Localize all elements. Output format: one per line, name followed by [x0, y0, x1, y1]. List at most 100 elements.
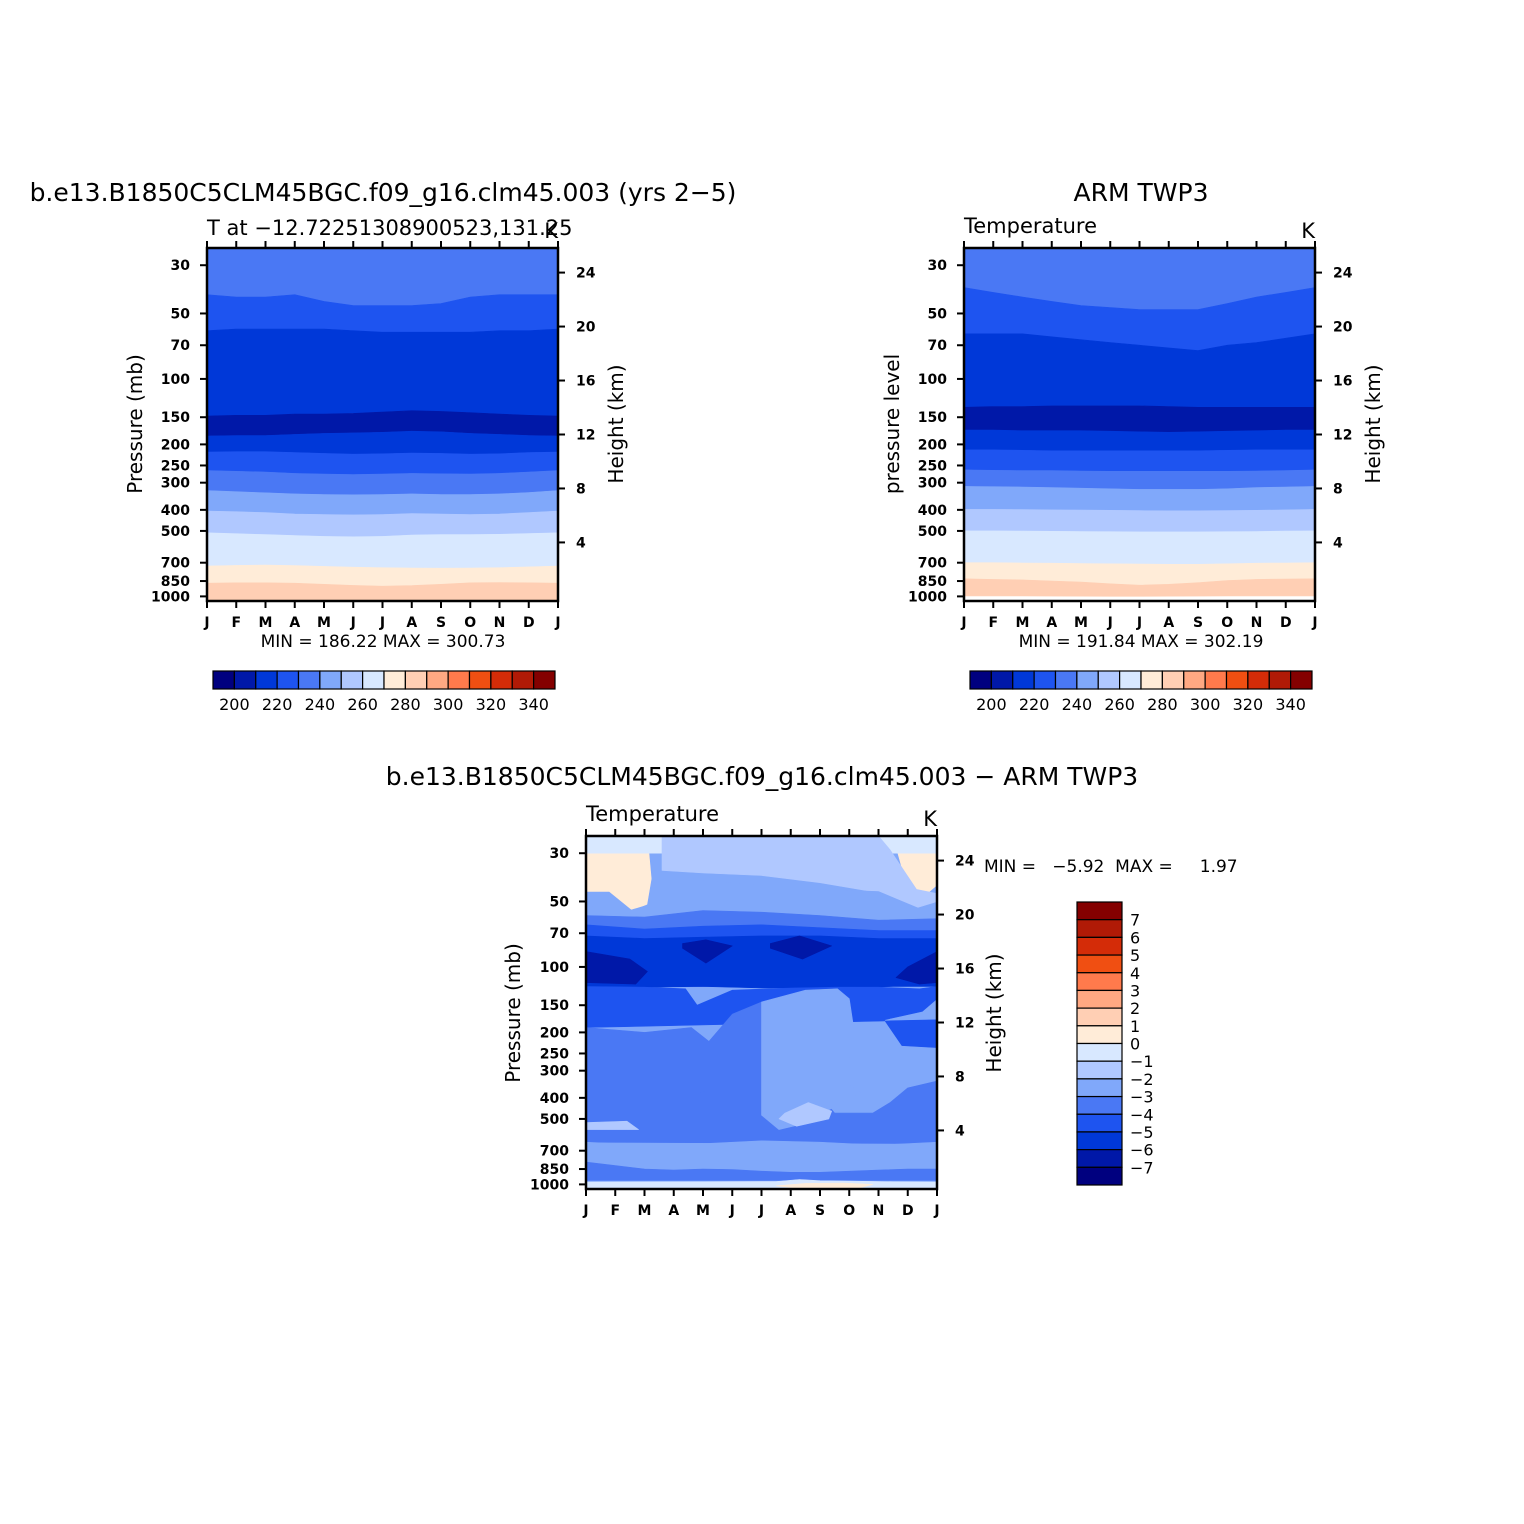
x-tick-label-diff: M — [638, 1203, 652, 1219]
y-tick-label-diff: 200 — [540, 1025, 569, 1041]
y-right-tick-label-model: 16 — [576, 374, 595, 390]
contour-band-obs — [964, 578, 1315, 597]
colorbar-swatch-diff — [1076, 1149, 1123, 1168]
panel-title-model: b.e13.B1850C5CLM45BGC.f09_g16.clm45.003 … — [30, 178, 737, 207]
panel-subtitle-model: T at −12.72251308900523,131.25 — [206, 216, 572, 240]
colorbar-swatch-diff — [1076, 1095, 1123, 1115]
x-tick-label-model: M — [317, 615, 331, 631]
colorbar-swatch-obs — [1247, 670, 1270, 690]
colorbar-label-model: 260 — [347, 695, 378, 714]
y-tick-label-diff: 150 — [540, 998, 569, 1014]
colorbar-model: 200 220 240 260 280 300 320 340 — [212, 670, 556, 714]
colorbar-label-diff: 0 — [1130, 1035, 1140, 1054]
y-tick-label-obs: 850 — [918, 574, 947, 590]
contour-region-diff — [770, 935, 832, 960]
colorbar-label-diff: −1 — [1130, 1052, 1154, 1071]
colorbar-swatch-model — [276, 670, 300, 690]
colorbar-swatch-obs — [1054, 670, 1078, 690]
panel-title-obs: ARM TWP3 — [1074, 178, 1209, 207]
colorbar-label-obs: 220 — [1019, 695, 1050, 714]
x-tick-label-diff: J — [758, 1203, 764, 1219]
colorbar-swatch-diff — [1076, 1166, 1123, 1186]
y-right-tick-label-obs: 16 — [1333, 374, 1352, 390]
colorbar-label-diff: 7 — [1130, 911, 1140, 930]
y-tick-label-model: 300 — [161, 476, 190, 492]
colorbar-label-obs: 300 — [1190, 695, 1221, 714]
y-tick-label-obs: 100 — [918, 372, 947, 388]
contour-region-diff — [699, 1076, 707, 1094]
y-tick-label-diff: 70 — [550, 926, 570, 942]
colorbar-swatch-diff — [1076, 1007, 1123, 1027]
contour-region-diff — [775, 1182, 873, 1189]
y-axis-label-model: Pressure (mb) — [123, 354, 147, 494]
y-tick-label-obs: 1000 — [908, 589, 947, 605]
x-tick-label-diff: J — [582, 1203, 588, 1219]
colorbar-label-obs: 340 — [1275, 695, 1306, 714]
min-max-obs: MIN = 191.84 MAX = 302.19 — [1019, 632, 1264, 652]
contour-region-diff — [761, 988, 862, 1130]
y-right-tick-label-diff: 4 — [955, 1123, 965, 1139]
colorbar-swatch-obs — [1076, 670, 1099, 690]
contour-region-diff — [895, 951, 937, 985]
x-tick-label-diff: J — [729, 1203, 735, 1219]
colorbar-label-diff: −4 — [1130, 1105, 1154, 1124]
colorbar-swatch-model — [340, 670, 364, 690]
y-right-tick-label-obs: 24 — [1333, 266, 1353, 282]
colorbar-label-diff: 4 — [1130, 964, 1140, 983]
x-tick-label-obs: A — [1046, 615, 1057, 631]
x-tick-label-obs: J — [1136, 615, 1142, 631]
contour-band-obs — [964, 486, 1315, 512]
contour-band-obs — [964, 469, 1315, 490]
colorbar-obs: 200 220 240 260 280 300 320 340 — [969, 670, 1313, 714]
colorbar-swatch-obs — [1290, 670, 1313, 690]
y-tick-label-diff: 500 — [540, 1112, 569, 1128]
x-tick-label-model: D — [523, 615, 535, 631]
contour-band-obs — [964, 449, 1315, 472]
y-right-tick-label-diff: 12 — [955, 1015, 974, 1031]
colorbar-label-model: 320 — [476, 695, 507, 714]
y-tick-label-diff: 30 — [550, 846, 570, 862]
y-tick-label-diff: 850 — [540, 1162, 569, 1178]
contour-band-obs — [964, 405, 1315, 433]
colorbar-swatch-obs — [1268, 670, 1292, 690]
x-tick-label-model: N — [494, 615, 506, 631]
x-tick-label-diff: D — [902, 1203, 914, 1219]
colorbar-label-obs: 240 — [1062, 695, 1093, 714]
colorbar-swatch-diff — [1076, 972, 1123, 992]
contour-band-model — [207, 532, 558, 569]
x-tick-label-diff: F — [610, 1203, 620, 1219]
x-tick-label-obs: M — [1074, 615, 1088, 631]
panel-subtitle-diff: Temperature — [585, 802, 719, 826]
colorbar-swatch-diff — [1076, 1060, 1123, 1080]
x-tick-label-obs: M — [1016, 615, 1030, 631]
x-tick-label-obs: A — [1163, 615, 1174, 631]
y-tick-label-model: 1000 — [151, 589, 190, 605]
contour-band-model — [207, 470, 558, 496]
colorbar-swatch-obs — [969, 670, 992, 690]
x-tick-label-model: O — [464, 615, 476, 631]
y-right-tick-label-model: 20 — [576, 320, 596, 336]
x-tick-label-obs: J — [1107, 615, 1113, 631]
colorbar-swatch-obs — [1140, 670, 1163, 690]
colorbar-swatch-model — [490, 670, 513, 690]
colorbar-swatch-diff — [1076, 936, 1123, 956]
contour-region-diff — [661, 836, 937, 911]
y-tick-label-diff: 400 — [540, 1091, 569, 1107]
colorbar-label-model: 200 — [219, 695, 250, 714]
contour-region-diff — [586, 1140, 937, 1164]
colorbar-label-diff: −5 — [1130, 1123, 1154, 1142]
colorbar-swatch-diff — [1076, 1042, 1123, 1062]
y-tick-label-obs: 200 — [918, 437, 947, 453]
units-label-obs: K — [1301, 219, 1316, 243]
colorbar-label-model: 240 — [305, 695, 336, 714]
y-tick-label-model: 100 — [161, 372, 190, 388]
x-tick-label-diff: O — [843, 1203, 855, 1219]
y-right-tick-label-diff: 24 — [955, 854, 975, 870]
colorbar-swatch-obs — [990, 670, 1014, 690]
y-right-tick-label-obs: 20 — [1333, 320, 1353, 336]
contour-band-obs — [964, 530, 1315, 565]
y-right-axis-label-model: Height (km) — [604, 364, 628, 483]
contour-band-model — [207, 510, 558, 538]
contour-region-diff — [682, 939, 733, 964]
